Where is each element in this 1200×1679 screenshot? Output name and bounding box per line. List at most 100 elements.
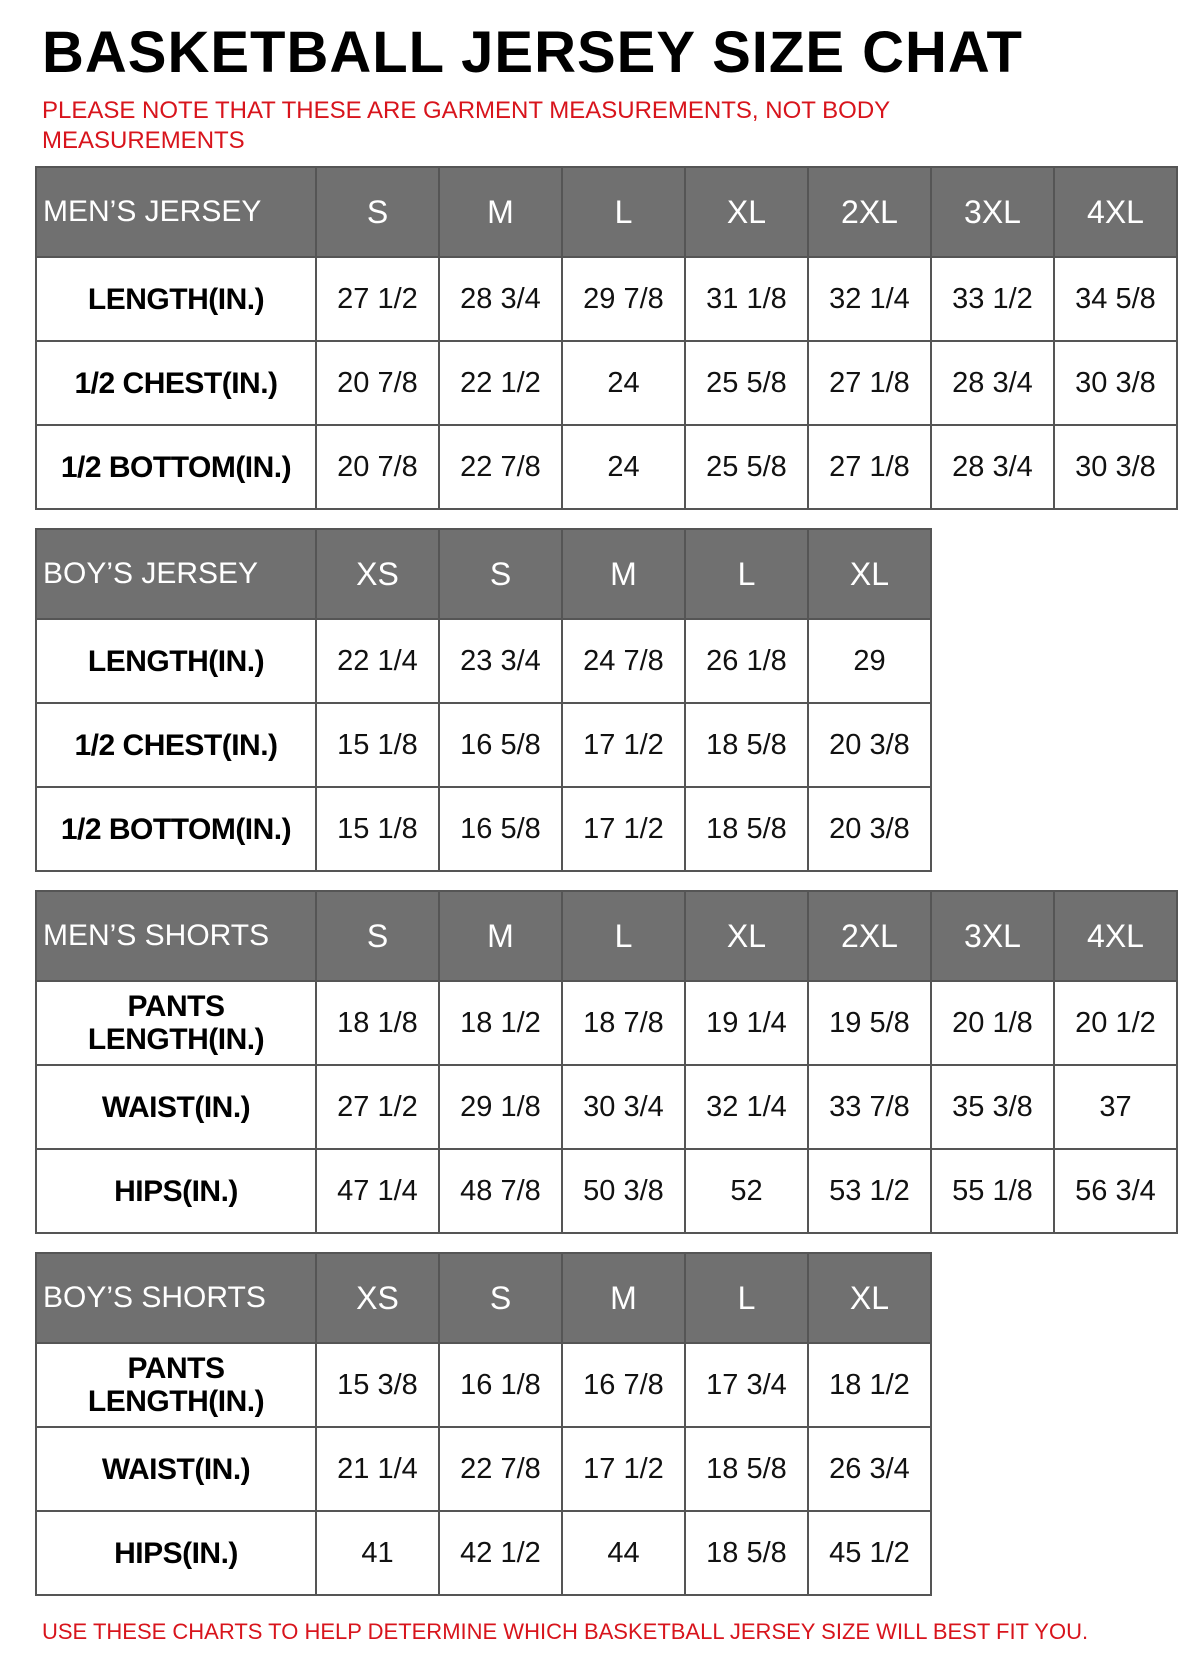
measurement-cell: 17 3/4 — [684, 1342, 809, 1428]
row-label: LENGTH(IN.) — [35, 256, 317, 342]
measurement-cell: 17 1/2 — [561, 702, 686, 788]
measurement-cell: 26 1/8 — [684, 618, 809, 704]
measurement-cell: 16 5/8 — [438, 786, 563, 872]
row-label: PANTS LENGTH(IN.) — [35, 1342, 317, 1428]
boys-shorts-table: BOY’S SHORTS XS S M L XL PANTS LENGTH(IN.) 15 3… — [35, 1252, 932, 1596]
size-header: L — [561, 890, 686, 982]
size-header: XL — [684, 890, 809, 982]
measurement-cell: 27 1/2 — [315, 256, 440, 342]
row-label: HIPS(IN.) — [35, 1510, 317, 1596]
size-header: S — [438, 1252, 563, 1344]
measurement-cell: 25 5/8 — [684, 340, 809, 426]
size-header: XL — [807, 1252, 932, 1344]
measurement-cell: 18 5/8 — [684, 1426, 809, 1512]
measurement-cell: 15 1/8 — [315, 786, 440, 872]
size-header: M — [438, 890, 563, 982]
size-header: S — [315, 890, 440, 982]
footer-note: USE THESE CHARTS TO HELP DETERMINE WHICH… — [42, 1619, 1089, 1644]
size-header: L — [684, 528, 809, 620]
measurement-cell: 18 5/8 — [684, 786, 809, 872]
size-header: S — [315, 166, 440, 258]
measurement-cell: 33 1/2 — [930, 256, 1055, 342]
table-row: 1/2 BOTTOM(IN.) 20 7/8 22 7/8 24 25 5/8 27 1/… — [35, 424, 1178, 510]
measurement-cell: 33 7/8 — [807, 1064, 932, 1150]
measurement-cell: 41 — [315, 1510, 440, 1596]
measurement-cell: 37 — [1053, 1064, 1178, 1150]
size-header: 2XL — [807, 166, 932, 258]
table-heading: MEN’S JERSEY — [35, 166, 317, 258]
measurement-cell: 29 7/8 — [561, 256, 686, 342]
measurement-cell: 22 7/8 — [438, 1426, 563, 1512]
measurement-cell: 26 3/4 — [807, 1426, 932, 1512]
measurement-cell: 30 3/8 — [1053, 340, 1178, 426]
measurement-cell: 55 1/8 — [930, 1148, 1055, 1234]
measurement-cell: 32 1/4 — [807, 256, 932, 342]
row-label: 1/2 CHEST(IN.) — [35, 702, 317, 788]
measurement-cell: 44 — [561, 1510, 686, 1596]
measurement-cell: 29 1/8 — [438, 1064, 563, 1150]
measurement-cell: 29 — [807, 618, 932, 704]
table-row: LENGTH(IN.) 22 1/4 23 3/4 24 7/8 26 1/8 29 — [35, 618, 932, 704]
table-row: WAIST(IN.) 27 1/2 29 1/8 30 3/4 32 1/4 33 7/8… — [35, 1064, 1178, 1150]
measurement-cell: 15 1/8 — [315, 702, 440, 788]
measurement-cell: 42 1/2 — [438, 1510, 563, 1596]
measurement-cell: 20 3/8 — [807, 786, 932, 872]
measurement-cell: 22 7/8 — [438, 424, 563, 510]
measurement-cell: 20 3/8 — [807, 702, 932, 788]
boys-jersey-table: BOY’S JERSEY XS S M L XL LENGTH(IN.) 22 1/4 23 3… — [35, 528, 932, 872]
size-header: XS — [315, 528, 440, 620]
table-row: PANTS LENGTH(IN.) 15 3/8 16 1/8 16 7/8 17 3/… — [35, 1342, 932, 1428]
measurement-cell: 50 3/8 — [561, 1148, 686, 1234]
page-title: BASKETBALL JERSEY SIZE CHAT — [42, 20, 1023, 85]
measurement-cell: 27 1/2 — [315, 1064, 440, 1150]
measurement-cell: 22 1/4 — [315, 618, 440, 704]
header-row: BOY’S SHORTS XS S M L XL — [35, 1252, 932, 1344]
size-header: XL — [807, 528, 932, 620]
measurement-cell: 31 1/8 — [684, 256, 809, 342]
mens-jersey-table: MEN’S JERSEY S M L XL 2XL 3XL 4XL LENGTH(IN.) 27 … — [35, 166, 1178, 510]
measurement-cell: 18 1/2 — [807, 1342, 932, 1428]
size-header: M — [561, 1252, 686, 1344]
measurement-cell: 18 1/2 — [438, 980, 563, 1066]
table-row: PANTS LENGTH(IN.) 18 1/8 18 1/2 18 7/8 19 1/… — [35, 980, 1178, 1066]
table-row: HIPS(IN.) 47 1/4 48 7/8 50 3/8 52 53 1/2 55 1/… — [35, 1148, 1178, 1234]
table-heading: BOY’S SHORTS — [35, 1252, 317, 1344]
measurement-cell: 23 3/4 — [438, 618, 563, 704]
header-row: MEN’S SHORTS S M L XL 2XL 3XL 4XL — [35, 890, 1178, 982]
measurement-cell: 20 1/2 — [1053, 980, 1178, 1066]
size-header: M — [561, 528, 686, 620]
measurement-cell: 48 7/8 — [438, 1148, 563, 1234]
size-header: 3XL — [930, 166, 1055, 258]
measurement-cell: 15 3/8 — [315, 1342, 440, 1428]
measurement-cell: 17 1/2 — [561, 786, 686, 872]
measurement-cell: 27 1/8 — [807, 424, 932, 510]
size-header: 3XL — [930, 890, 1055, 982]
table-row: LENGTH(IN.) 27 1/2 28 3/4 29 7/8 31 1/8 32 1/… — [35, 256, 1178, 342]
size-header: XS — [315, 1252, 440, 1344]
measurement-cell: 27 1/8 — [807, 340, 932, 426]
measurement-cell: 18 5/8 — [684, 1510, 809, 1596]
measurement-cell: 56 3/4 — [1053, 1148, 1178, 1234]
row-label: 1/2 BOTTOM(IN.) — [35, 786, 317, 872]
measurement-cell: 45 1/2 — [807, 1510, 932, 1596]
measurement-cell: 24 — [561, 424, 686, 510]
size-header: L — [684, 1252, 809, 1344]
measurement-cell: 47 1/4 — [315, 1148, 440, 1234]
row-label: LENGTH(IN.) — [35, 618, 317, 704]
measurement-cell: 24 7/8 — [561, 618, 686, 704]
row-label: WAIST(IN.) — [35, 1426, 317, 1512]
table-row: 1/2 CHEST(IN.) 15 1/8 16 5/8 17 1/2 18 5/8 20… — [35, 702, 932, 788]
measurement-cell: 20 1/8 — [930, 980, 1055, 1066]
row-label: HIPS(IN.) — [35, 1148, 317, 1234]
size-header: 4XL — [1053, 166, 1178, 258]
measurement-cell: 24 — [561, 340, 686, 426]
header-row: BOY’S JERSEY XS S M L XL — [35, 528, 932, 620]
row-label: 1/2 CHEST(IN.) — [35, 340, 317, 426]
measurement-cell: 18 7/8 — [561, 980, 686, 1066]
measurement-cell: 28 3/4 — [930, 340, 1055, 426]
measurement-cell: 21 1/4 — [315, 1426, 440, 1512]
measurement-cell: 19 1/4 — [684, 980, 809, 1066]
measurement-cell: 30 3/4 — [561, 1064, 686, 1150]
table-row: 1/2 BOTTOM(IN.) 15 1/8 16 5/8 17 1/2 18 5/8 2… — [35, 786, 932, 872]
